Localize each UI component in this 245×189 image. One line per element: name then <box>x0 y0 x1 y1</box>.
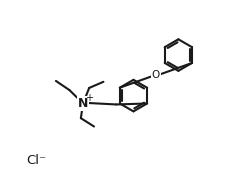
Text: +: + <box>85 93 93 103</box>
Text: Cl⁻: Cl⁻ <box>26 154 46 167</box>
Text: O: O <box>152 70 160 80</box>
Text: N: N <box>78 97 88 110</box>
